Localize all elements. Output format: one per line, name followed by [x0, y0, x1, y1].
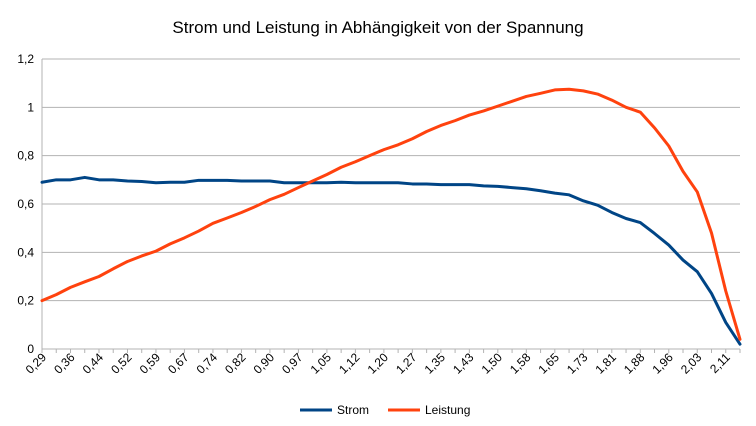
x-tick-label: 0,59 [137, 350, 164, 377]
x-tick-label: 0,74 [194, 350, 221, 377]
x-tick-label: 0,36 [51, 350, 78, 377]
y-tick-label: 0,8 [17, 149, 34, 163]
x-tick-label: 1,73 [564, 350, 591, 377]
y-tick-label: 0,4 [17, 245, 34, 259]
y-axis-ticks: 0 0,2 0,4 0,6 0,8 1 1,2 [17, 52, 34, 356]
series-lines [40, 87, 742, 346]
x-tick-label: 0,44 [80, 350, 107, 377]
x-tick-label: 1,96 [649, 350, 676, 377]
x-tick-label: 1,05 [308, 350, 335, 377]
x-tick-label: 1,35 [422, 350, 449, 377]
x-tick-label: 2,11 [707, 350, 733, 376]
y-tick-label: 0,6 [17, 197, 34, 211]
legend-label-leistung: Leistung [425, 403, 470, 417]
x-tick-label: 0,52 [108, 350, 135, 377]
chart-title: Strom und Leistung in Abhängigkeit von d… [172, 18, 583, 37]
x-tick-label: 0,82 [222, 350, 249, 377]
x-tick-label: 2,03 [678, 350, 705, 377]
y-tick-label: 0 [27, 342, 34, 356]
x-tick-label: 0,67 [165, 350, 192, 377]
x-tick-label: 1,58 [507, 350, 534, 377]
x-tick-label: 1,50 [479, 350, 506, 377]
axes [41, 59, 741, 353]
y-tick-label: 1,2 [17, 52, 34, 66]
x-tick-label: 1,81 [593, 350, 620, 377]
x-tick-label: 1,43 [450, 350, 477, 377]
x-tick-label: 0,97 [279, 350, 306, 377]
grid [42, 58, 740, 350]
x-tick-label: 1,12 [336, 350, 363, 377]
x-tick-label: 1,65 [536, 350, 563, 377]
legend: Strom Leistung [300, 403, 470, 417]
y-tick-label: 1 [27, 100, 34, 114]
series-line-strom [40, 175, 742, 346]
x-axis-ticks: 0,29 0,36 0,44 0,52 0,59 0,67 0,74 0,82 0,90 0,97… [23, 350, 733, 377]
legend-label-strom: Strom [337, 403, 369, 417]
x-tick-label: 1,20 [365, 350, 392, 377]
x-tick-label: 1,88 [621, 350, 648, 377]
x-tick-label: 0,90 [251, 350, 278, 377]
y-tick-label: 0,2 [17, 294, 34, 308]
x-tick-label: 1,27 [393, 350, 420, 377]
series-line-leistung [40, 87, 742, 341]
